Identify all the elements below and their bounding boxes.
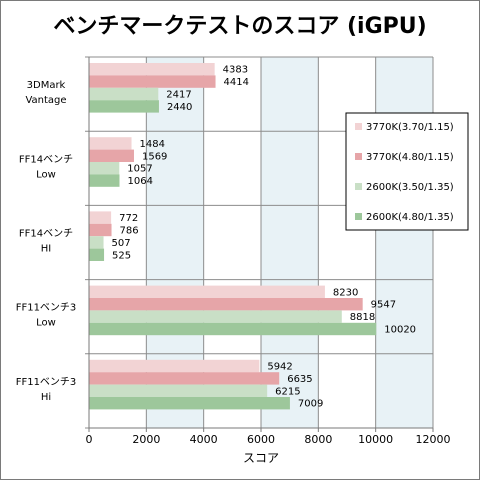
bar [89, 285, 325, 298]
x-tick-label: 4000 [190, 433, 218, 446]
legend-swatch [355, 183, 362, 190]
x-tick-label: 8000 [304, 433, 332, 446]
data-label: 8818 [350, 312, 375, 323]
legend-swatch [355, 153, 362, 160]
category-label-line: FF14ベンチ [19, 153, 73, 165]
bar [89, 248, 105, 261]
data-label: 525 [112, 250, 131, 261]
category-label: FF14ベンチ Low [19, 153, 73, 180]
category-label-line: Hi [41, 392, 51, 403]
legend-swatch [355, 213, 362, 220]
x-tick-label: 12000 [416, 433, 451, 446]
x-tick-label: 6000 [247, 433, 275, 446]
category-label-line: FF11ベンチ3 [16, 376, 77, 388]
category-label-line: FF14ベンチ [19, 228, 73, 240]
legend-label: 3770K(4.80/1.15) [366, 152, 454, 163]
data-label: 2440 [167, 102, 192, 113]
x-tick-label: 0 [86, 433, 93, 446]
bar [89, 137, 132, 150]
x-tick-labels: 0 2000 4000 6000 8000 10000 12000 [86, 433, 451, 446]
x-axis-title: スコア [243, 451, 279, 465]
legend-box [345, 112, 469, 231]
x-tick-label: 10000 [358, 433, 393, 446]
bar [89, 223, 112, 237]
bar [89, 149, 134, 162]
bar [89, 322, 377, 336]
legend-label: 2600K(3.50/1.35) [366, 182, 454, 193]
category-label-line: Low [36, 318, 56, 329]
plot-band [261, 57, 319, 428]
bar [89, 211, 112, 224]
data-label: 8230 [333, 287, 358, 298]
data-label: 10020 [384, 325, 416, 336]
axes [88, 57, 434, 432]
data-label: 4414 [224, 77, 249, 88]
legend-label: 2600K(4.80/1.35) [366, 212, 454, 223]
data-label: 5942 [267, 362, 292, 373]
category-label-line: FF11ベンチ3 [16, 302, 77, 314]
x-tick-label: 2000 [132, 433, 160, 446]
bar [89, 298, 363, 311]
data-label: 1569 [142, 151, 167, 162]
chart-title: ベンチマークテストのスコア (iGPU) [53, 14, 426, 39]
data-label: 786 [120, 226, 139, 237]
bar [89, 75, 216, 88]
bar [89, 384, 268, 397]
legend-swatch [355, 123, 362, 130]
data-label: 772 [119, 213, 138, 224]
data-label: 6635 [287, 374, 312, 385]
bars [89, 63, 377, 410]
data-label: 1484 [140, 139, 165, 150]
category-label-line: Low [36, 169, 56, 180]
category-label-line: 3DMark [27, 80, 66, 91]
category-labels: 3DMark Vantage FF14ベンチ Low FF14ベンチ HI FF11ベンチ3… [16, 80, 77, 403]
data-label: 6215 [275, 386, 300, 397]
bar [89, 162, 120, 175]
legend-label: 3770K(3.70/1.15) [366, 122, 454, 133]
bar [89, 63, 215, 76]
category-label: FF11ベンチ3 Low [16, 302, 77, 329]
data-label: 4383 [223, 65, 248, 76]
category-label-line: Vantage [25, 95, 66, 106]
category-label: FF14ベンチ HI [19, 228, 73, 255]
data-label: 1064 [128, 176, 153, 187]
bar [89, 372, 280, 385]
data-label: 9547 [371, 300, 396, 311]
legend: 3770K(3.70/1.15) 3770K(4.80/1.15) 2600K(3.… [345, 112, 469, 231]
bar [89, 174, 120, 187]
bar [89, 100, 159, 113]
bar [89, 310, 342, 323]
data-label: 507 [112, 238, 131, 249]
bar [89, 397, 290, 410]
bar [89, 359, 260, 373]
bar [89, 236, 104, 249]
category-label: FF11ベンチ3 Hi [16, 376, 77, 403]
data-label: 1057 [127, 164, 152, 175]
data-label: 2417 [166, 90, 191, 101]
bar [89, 87, 159, 101]
category-label-line: HI [41, 244, 51, 255]
category-label: 3DMark Vantage [25, 80, 66, 106]
data-label: 7009 [298, 399, 323, 410]
